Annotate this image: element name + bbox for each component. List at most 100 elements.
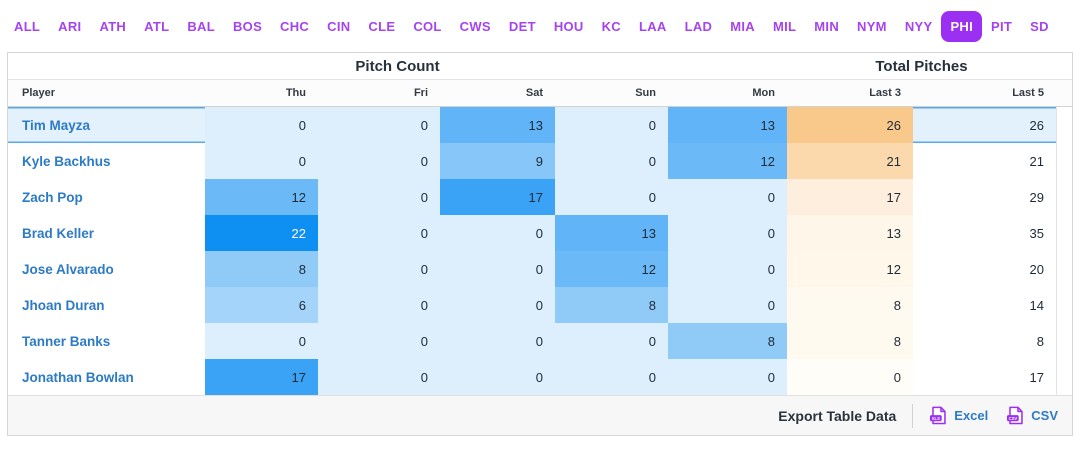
pitch-cell: 0 bbox=[318, 359, 440, 395]
pitch-cell: 0 bbox=[668, 287, 787, 323]
pitch-cell: 0 bbox=[318, 107, 440, 143]
column-header-last3[interactable]: Last 3 bbox=[869, 87, 901, 99]
export-buttons: XLS Excel CSV CSV bbox=[929, 406, 1058, 425]
last5-cell: 35 bbox=[1029, 225, 1044, 241]
team-tab-sd[interactable]: SD bbox=[1030, 18, 1049, 34]
column-header-sat[interactable]: Sat bbox=[525, 87, 543, 99]
pitch-cell: 0 bbox=[440, 287, 555, 323]
table-row: Tim Mayza 0 0 13 0 13 26 26 bbox=[8, 107, 1072, 143]
column-header-thu[interactable]: Thu bbox=[285, 87, 306, 99]
pitch-cell: 0 bbox=[555, 323, 668, 359]
team-tab-mia[interactable]: MIA bbox=[730, 18, 755, 34]
team-tab-laa[interactable]: LAA bbox=[639, 18, 667, 34]
svg-text:CSV: CSV bbox=[1009, 416, 1018, 421]
scrollbar-gutter bbox=[1056, 179, 1070, 215]
table-row: Jhoan Duran 6 0 0 8 0 8 14 bbox=[8, 287, 1072, 323]
xls-file-icon: XLS bbox=[929, 406, 948, 425]
table-body: Tim Mayza 0 0 13 0 13 26 26 Kyle Backhus 0 0 9 0 12 21… bbox=[8, 107, 1072, 395]
player-link[interactable]: Tim Mayza bbox=[8, 107, 205, 143]
team-tab-hou[interactable]: HOU bbox=[553, 18, 584, 34]
player-link[interactable]: Tanner Banks bbox=[22, 333, 111, 349]
table-row: Jose Alvarado 8 0 0 12 0 12 20 bbox=[8, 251, 1072, 287]
pitch-cell: 0 bbox=[205, 107, 318, 143]
pitch-cell: 0 bbox=[555, 179, 668, 215]
team-tab-cle[interactable]: CLE bbox=[368, 18, 396, 34]
footer-divider bbox=[912, 403, 914, 428]
team-tab-col[interactable]: COL bbox=[413, 18, 442, 34]
team-tab-nyy[interactable]: NYY bbox=[904, 18, 933, 34]
pitch-cell: 0 bbox=[668, 179, 787, 215]
group-header-pitch-count: Pitch Count bbox=[355, 57, 440, 75]
last3-cell: 8 bbox=[787, 287, 913, 323]
last5-cell: 26 bbox=[913, 107, 1056, 143]
pitch-cell: 0 bbox=[205, 323, 318, 359]
team-tab-det[interactable]: DET bbox=[508, 18, 536, 34]
team-tab-cws[interactable]: CWS bbox=[459, 18, 491, 34]
pitch-cell: 0 bbox=[555, 359, 668, 395]
last3-cell: 21 bbox=[787, 143, 913, 179]
last3-cell: 26 bbox=[787, 107, 913, 143]
scrollbar-gutter bbox=[1056, 359, 1070, 395]
team-tab-mil[interactable]: MIL bbox=[772, 18, 797, 34]
last3-cell: 17 bbox=[787, 179, 913, 215]
table-row: Tanner Banks 0 0 0 0 8 8 8 bbox=[8, 323, 1072, 359]
team-tab-min[interactable]: MIN bbox=[814, 18, 840, 34]
team-tab-pit[interactable]: PIT bbox=[991, 18, 1013, 34]
column-header-mon[interactable]: Mon bbox=[752, 87, 775, 99]
column-header-player[interactable]: Player bbox=[22, 87, 56, 99]
export-csv-button[interactable]: CSV CSV bbox=[1006, 406, 1058, 425]
export-csv-label: CSV bbox=[1031, 408, 1058, 423]
pitch-cell: 0 bbox=[318, 323, 440, 359]
pitch-cell: 22 bbox=[205, 215, 318, 251]
pitch-cell: 8 bbox=[205, 251, 318, 287]
column-header-last5[interactable]: Last 5 bbox=[1012, 87, 1044, 99]
scrollbar-gutter bbox=[1056, 215, 1070, 251]
group-header-row: Pitch Count Total Pitches bbox=[8, 53, 1072, 80]
pitch-cell: 0 bbox=[318, 179, 440, 215]
export-excel-button[interactable]: XLS Excel bbox=[929, 406, 988, 425]
pitch-cell: 0 bbox=[440, 215, 555, 251]
team-tab-lad[interactable]: LAD bbox=[684, 18, 713, 34]
team-tab-nym[interactable]: NYM bbox=[857, 18, 887, 34]
pitch-cell: 17 bbox=[205, 359, 318, 395]
pitch-cell: 0 bbox=[318, 251, 440, 287]
pitch-cell: 0 bbox=[440, 323, 555, 359]
column-header-sun[interactable]: Sun bbox=[635, 87, 656, 99]
team-tab-bal[interactable]: BAL bbox=[187, 18, 215, 34]
scrollbar-gutter bbox=[1056, 251, 1070, 287]
team-tab-ari[interactable]: ARI bbox=[58, 18, 82, 34]
player-link[interactable]: Brad Keller bbox=[22, 225, 95, 241]
player-link[interactable]: Jose Alvarado bbox=[22, 261, 114, 277]
pitch-cell: 13 bbox=[555, 215, 668, 251]
team-tab-bos[interactable]: BOS bbox=[232, 18, 263, 34]
team-tab-phi[interactable]: PHI bbox=[941, 10, 983, 42]
player-link[interactable]: Jonathan Bowlan bbox=[22, 369, 134, 385]
team-tab-chc[interactable]: CHC bbox=[280, 18, 310, 34]
table-row: Jonathan Bowlan 17 0 0 0 0 0 17 bbox=[8, 359, 1072, 395]
pitch-cell: 12 bbox=[668, 143, 787, 179]
team-tab-kc[interactable]: KC bbox=[601, 18, 621, 34]
pitch-cell: 12 bbox=[205, 179, 318, 215]
table-row: Brad Keller 22 0 0 13 0 13 35 bbox=[8, 215, 1072, 251]
pitch-cell: 0 bbox=[668, 359, 787, 395]
column-header-fri[interactable]: Fri bbox=[413, 87, 428, 99]
last3-cell: 0 bbox=[787, 359, 913, 395]
last5-cell: 21 bbox=[1029, 153, 1044, 169]
player-link[interactable]: Jhoan Duran bbox=[22, 297, 105, 313]
pitch-cell: 0 bbox=[318, 287, 440, 323]
team-tab-atl[interactable]: ATL bbox=[144, 18, 170, 34]
pitch-cell: 8 bbox=[555, 287, 668, 323]
pitch-cell: 9 bbox=[440, 143, 555, 179]
team-tab-cin[interactable]: CIN bbox=[327, 18, 351, 34]
pitch-cell: 13 bbox=[440, 107, 555, 143]
pitch-cell: 0 bbox=[668, 215, 787, 251]
column-header-row: Player Thu Fri Sat Sun Mon Last 3 Last 5 bbox=[8, 80, 1072, 107]
last5-cell: 8 bbox=[1036, 333, 1044, 349]
player-link[interactable]: Zach Pop bbox=[22, 189, 83, 205]
group-header-total-pitches: Total Pitches bbox=[875, 57, 968, 75]
pitch-cell: 13 bbox=[668, 107, 787, 143]
export-table-data-label: Export Table Data bbox=[778, 407, 897, 424]
player-link[interactable]: Kyle Backhus bbox=[22, 153, 111, 169]
team-tab-all[interactable]: ALL bbox=[14, 18, 41, 34]
team-tab-ath[interactable]: ATH bbox=[99, 18, 127, 34]
